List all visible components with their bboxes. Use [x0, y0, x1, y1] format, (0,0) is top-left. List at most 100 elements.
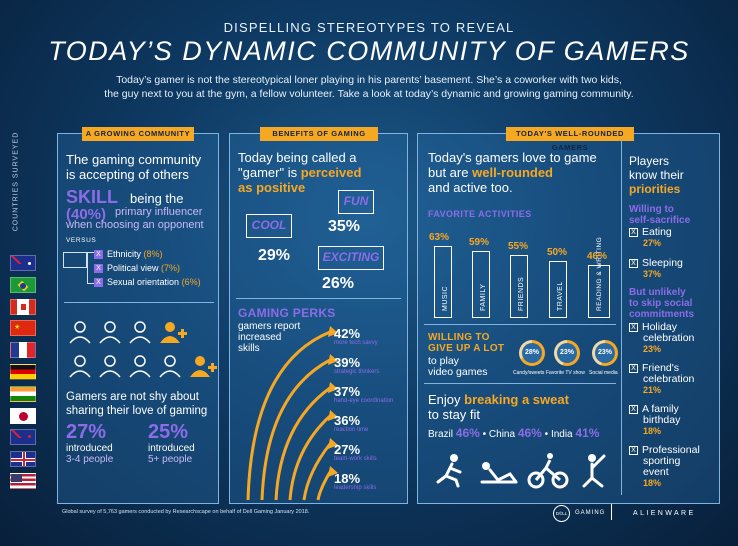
france-flag	[10, 342, 36, 359]
brazil-flag	[10, 276, 36, 293]
skill-word: SKILL	[66, 187, 118, 207]
countries-label-text: COUNTRIES SURVEYED	[12, 131, 20, 232]
unlikely-title: But unlikely to skip social commitments	[629, 287, 695, 320]
activity-percent: 50%	[547, 247, 568, 258]
giveup-label: Candy/sweets	[513, 370, 545, 376]
india-flag	[10, 385, 36, 402]
x-box-icon: X	[629, 446, 638, 455]
factor-item: X Political view (7%)	[94, 261, 201, 275]
heading-line: The gaming community	[66, 152, 202, 167]
x-box-icon: X	[94, 278, 103, 287]
canada-flag	[10, 298, 36, 315]
skill-text: primary influencer	[115, 206, 203, 218]
germany-flag	[10, 363, 36, 380]
giveup-donut: 23%	[592, 340, 618, 366]
priority-item: X Friend's celebration 21%	[629, 363, 700, 404]
header-subtitle: DISPELLING STEREOTYPES TO REVEAL	[223, 20, 515, 35]
activity-bar: READING & WRITING	[588, 237, 610, 318]
giveup-donut: 23%	[554, 340, 580, 366]
factor-list: X Ethnicity (8%) X Political view (7%) X Se…	[94, 247, 201, 289]
activity-bar: FAMILY	[472, 251, 490, 318]
versus-label: VERSUS	[66, 237, 97, 244]
share-text: Gamers are not shy about sharing their l…	[66, 391, 208, 417]
word-percent: 26%	[322, 275, 355, 292]
speech-bubble-fun: FUN	[338, 190, 374, 214]
factor-item: X Sexual orientation (6%)	[94, 275, 201, 289]
fitness-icons	[436, 453, 606, 489]
willing-subtitle: to play video games	[428, 355, 488, 378]
alienware-logo: ALIENWARE	[633, 510, 696, 517]
people-icons	[69, 321, 217, 378]
perk-item: 36% reaction time	[334, 413, 369, 433]
word-percent: 29%	[258, 247, 291, 264]
willing-title: WILLING TO GIVE UP A LOT	[428, 332, 505, 354]
situps-icon	[480, 462, 518, 484]
priority-item: X Holiday celebration 23%	[629, 322, 700, 363]
divider	[424, 383, 616, 384]
activities-title: FAVORITE ACTIVITIES	[428, 209, 532, 219]
benefits-heading: Today being called a "gamer" is perceive…	[238, 150, 362, 195]
priority-item: X Sleeping 37%	[629, 258, 683, 289]
stat-percent: 27%	[66, 421, 107, 443]
panel-growing-community: A GROWING COMMUNITY The gaming community…	[57, 127, 219, 504]
giveup-label: Social media	[589, 370, 618, 376]
stat-caption: introduced 3-4 people	[66, 443, 114, 465]
panel-tag: A GROWING COMMUNITY	[82, 127, 194, 141]
skill-text: being the	[130, 191, 184, 206]
skill-percent: (40%)	[66, 206, 107, 223]
panel-tag: BENEFITS OF GAMING	[260, 127, 378, 141]
footer-note: Global survey of 5,763 gamers conducted …	[62, 509, 310, 515]
australia-flag	[10, 255, 36, 271]
usa-flag	[10, 472, 36, 489]
new-zealand-flag	[10, 429, 36, 446]
gaming-label: GAMING	[575, 510, 606, 516]
x-box-icon: X	[629, 364, 638, 373]
speech-bubble-exciting: EXCITING	[318, 246, 384, 270]
perk-item: 27% team-work skills	[334, 442, 377, 462]
divider	[236, 298, 401, 299]
intro-line: Today’s gamer is not the stereotypical l…	[116, 74, 622, 86]
perk-item: 18% leadership skills	[334, 471, 377, 491]
scale-icon	[63, 252, 87, 268]
page-title: TODAY’S DYNAMIC COMMUNITY OF GAMERS	[48, 36, 690, 66]
fit-heading: Enjoy breaking a sweat to stay fit	[428, 392, 569, 422]
perks-list: 42% more tech savvy 39% strategic thinkers…	[334, 326, 393, 500]
activity-percent: 59%	[469, 237, 490, 248]
activity-bar: TRAVEL	[549, 261, 567, 318]
activity-percent: 55%	[508, 241, 529, 252]
word-percent: 35%	[328, 218, 361, 235]
countries-label: COUNTRIES SURVEYED	[6, 132, 20, 238]
divider	[621, 140, 622, 495]
cycling-icon	[527, 453, 569, 489]
priorities-heading: Players know their priorities	[629, 154, 684, 196]
dell-logo: D©LL	[553, 505, 570, 522]
fit-countries: Brazil 46% • China 46% • India 41%	[428, 426, 600, 440]
heading-line: is accepting of others	[66, 167, 189, 182]
japan-flag	[10, 407, 36, 424]
perk-item: 42% more tech savvy	[334, 326, 378, 346]
running-icon	[436, 454, 462, 488]
activity-percent: 63%	[429, 232, 450, 243]
bracket-icon	[87, 252, 95, 284]
perk-item: 37% hand-eye coordination	[334, 384, 394, 404]
activity-bar: MUSIC	[434, 246, 452, 318]
perks-title: GAMING PERKS	[238, 306, 336, 320]
activity-percent: 46%	[587, 251, 608, 262]
giveup-label: Favorite TV show	[546, 370, 585, 376]
unlikely-list: X Holiday celebration 23% X Friend's celebrat…	[629, 322, 700, 489]
brand-divider	[611, 504, 612, 520]
china-flag: ★	[10, 320, 36, 337]
panel-tag: TODAY'S WELL-ROUNDED GAMERS	[506, 127, 634, 152]
panel-well-rounded: TODAY'S WELL-ROUNDED GAMERS Today's game…	[417, 127, 720, 504]
divider	[64, 302, 214, 303]
rising-arrows-icon	[246, 326, 338, 501]
priority-item: X Eating 27%	[629, 227, 683, 258]
panel-benefits: BENEFITS OF GAMING Today being called a …	[229, 127, 408, 504]
flag-list: ★	[10, 255, 40, 495]
x-box-icon: X	[629, 228, 638, 237]
intro-text: Today’s gamer is not the stereotypical l…	[100, 73, 638, 101]
rounded-heading: Today's gamers love to game but are well…	[428, 150, 597, 195]
perks-subtitle: gamers report increased skills	[238, 321, 301, 354]
x-box-icon: X	[629, 323, 638, 332]
